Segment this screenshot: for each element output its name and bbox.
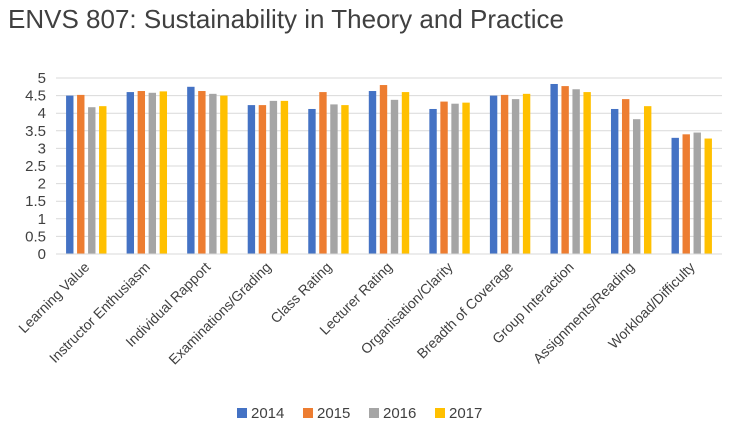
bar-2017-6	[462, 102, 470, 254]
y-axis-ticks: 00.511.522.533.544.55	[25, 70, 46, 263]
bar-2016-5	[390, 99, 399, 254]
bar-2017-9	[643, 106, 652, 254]
bar-2014-1	[126, 92, 135, 254]
bar-2016-2	[209, 93, 217, 254]
bar-2016-6	[451, 103, 459, 254]
bar-2014-7	[489, 95, 498, 254]
bar-2016-3	[269, 100, 278, 254]
bar-2016-4	[330, 104, 338, 255]
y-tick-label: 2	[38, 176, 46, 193]
y-tick-label: 4.5	[25, 88, 46, 105]
legend-swatch-2017	[435, 408, 445, 418]
bar-2017-1	[159, 91, 168, 254]
bar-2016-1	[148, 92, 157, 254]
bar-2017-0	[99, 106, 107, 254]
x-tick-label: Instructor Enthusiasm	[46, 259, 153, 366]
bar-2017-3	[280, 100, 289, 254]
bar-2016-9	[632, 119, 641, 255]
legend-label: 2015	[317, 405, 350, 422]
y-tick-label: 4	[38, 105, 46, 122]
legend-label: 2017	[449, 405, 482, 422]
bar-2014-3	[247, 105, 256, 254]
y-tick-label: 0	[38, 246, 46, 263]
legend-label: 2014	[251, 405, 284, 422]
bar-2017-2	[220, 95, 228, 254]
bars	[66, 83, 712, 255]
bar-2014-5	[368, 91, 377, 254]
x-tick-label: Class Rating	[267, 259, 334, 326]
bar-2017-10	[704, 138, 712, 254]
legend-swatch-2014	[237, 408, 247, 418]
bar-2014-6	[429, 108, 437, 254]
bar-2016-10	[693, 132, 701, 254]
bar-2014-9	[610, 108, 619, 254]
bar-2015-10	[682, 134, 690, 254]
legend-label: 2016	[383, 405, 416, 422]
bar-2014-0	[66, 95, 74, 254]
x-tick-label: Assignments/Reading	[530, 259, 638, 367]
bar-2017-4	[341, 105, 349, 254]
bar-2016-7	[511, 99, 520, 255]
y-tick-label: 1	[38, 211, 46, 228]
bar-2017-7	[522, 93, 531, 254]
bar-2015-9	[621, 99, 630, 255]
y-tick-label: 0.5	[25, 228, 46, 245]
bar-2015-4	[319, 92, 327, 254]
bar-2016-8	[572, 89, 580, 254]
y-tick-label: 2.5	[25, 158, 46, 175]
bar-2015-7	[500, 94, 509, 255]
bar-2015-3	[258, 105, 267, 254]
chart-title: ENVS 807: Sustainability in Theory and P…	[8, 4, 564, 34]
y-tick-label: 5	[38, 70, 46, 87]
bar-2015-5	[379, 85, 388, 254]
legend-swatch-2016	[369, 408, 379, 418]
bar-2016-0	[88, 107, 96, 254]
bar-2015-6	[440, 101, 448, 254]
bar-2014-8	[550, 83, 558, 254]
y-tick-label: 3.5	[25, 123, 46, 140]
bar-2015-8	[561, 86, 569, 254]
bar-2014-2	[187, 86, 195, 254]
legend: 2014 2015 2016 2017	[237, 405, 482, 422]
bar-2014-10	[671, 137, 679, 254]
bar-2017-8	[583, 92, 591, 254]
bar-2014-4	[308, 108, 316, 254]
bar-2015-0	[77, 94, 85, 255]
bar-2015-2	[198, 91, 206, 254]
legend-swatch-2015	[303, 408, 313, 418]
y-tick-label: 1.5	[25, 193, 46, 210]
bar-2017-5	[401, 92, 410, 254]
bar-2015-1	[137, 91, 146, 254]
x-tick-label: Examinations/Grading	[165, 259, 274, 368]
y-tick-label: 3	[38, 140, 46, 157]
